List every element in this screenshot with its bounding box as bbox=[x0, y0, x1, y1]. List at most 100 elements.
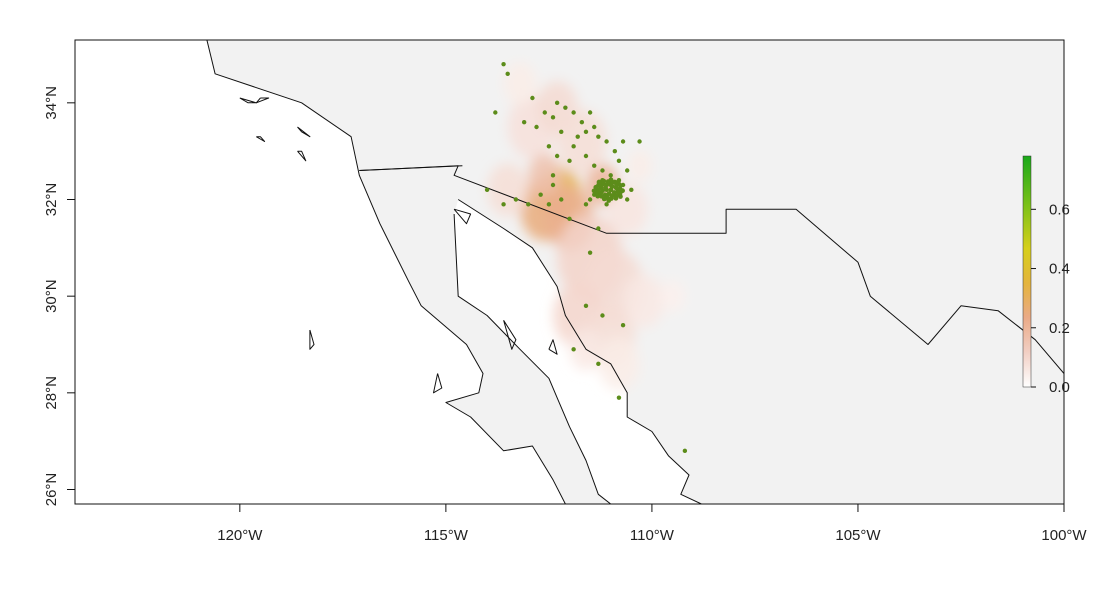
state-line bbox=[359, 165, 463, 171]
occurrence-point bbox=[587, 110, 593, 115]
occurrence-point bbox=[550, 182, 556, 188]
occurrence-point bbox=[554, 100, 560, 106]
occurrence-point bbox=[583, 129, 589, 135]
island-outline bbox=[309, 329, 315, 350]
occurrence-point bbox=[587, 250, 593, 255]
occurrence-point bbox=[624, 168, 630, 173]
plot-area bbox=[75, 40, 1064, 504]
plot-frame bbox=[74, 39, 1065, 505]
occurrence-point bbox=[616, 158, 622, 164]
legend-tick-label: 0.2 bbox=[1049, 320, 1070, 337]
occurrence-point bbox=[618, 194, 623, 199]
occurrence-point bbox=[526, 202, 531, 207]
occurrence-point bbox=[596, 226, 601, 231]
us-mexico-border bbox=[359, 165, 1064, 374]
coastline bbox=[453, 213, 612, 504]
occurrence-point bbox=[501, 61, 506, 67]
occurrence-point bbox=[616, 395, 622, 400]
legend-tick-label: 0.4 bbox=[1049, 261, 1070, 278]
island-outline bbox=[503, 320, 517, 350]
occurrence-point bbox=[620, 139, 626, 144]
occurrence-point bbox=[554, 153, 560, 159]
occurrence-point bbox=[601, 196, 607, 202]
x-axis: 120°W 115°W 110°W 105°W 100°W bbox=[217, 504, 1087, 544]
coastline bbox=[457, 199, 702, 504]
coastline-layer bbox=[206, 40, 1064, 504]
y-tick-label: 26°N bbox=[43, 473, 60, 507]
island-outline bbox=[255, 97, 270, 104]
occurrence-point bbox=[608, 177, 614, 183]
island-outline bbox=[256, 136, 266, 142]
occurrence-point bbox=[615, 179, 621, 185]
occurrence-point bbox=[550, 173, 556, 178]
occurrence-point bbox=[624, 197, 630, 202]
pacific-area bbox=[75, 40, 566, 504]
occurrence-point bbox=[592, 163, 597, 168]
occurrence-point bbox=[612, 179, 618, 185]
x-tick-label: 120°W bbox=[217, 527, 263, 544]
occurrence-point bbox=[571, 347, 576, 352]
occurrence-point bbox=[613, 195, 619, 201]
suitability-cell bbox=[623, 274, 665, 328]
occurrence-point bbox=[608, 173, 613, 178]
x-tick-label: 110°W bbox=[630, 527, 675, 544]
occurrence-point bbox=[583, 303, 589, 309]
occurrence-point bbox=[546, 202, 552, 207]
island-outline bbox=[433, 373, 443, 394]
occurrence-point bbox=[604, 139, 609, 144]
occurrence-point bbox=[563, 105, 568, 110]
occurrence-point bbox=[595, 193, 601, 199]
occurrence-point bbox=[612, 148, 618, 154]
island-outline bbox=[453, 208, 472, 225]
occurrence-point bbox=[513, 197, 519, 202]
occurrence-point bbox=[620, 188, 625, 194]
occurrence-points bbox=[484, 61, 688, 454]
occurrence-point bbox=[493, 110, 498, 115]
occurrence-point bbox=[620, 322, 626, 328]
y-axis: 26°N 28°N 30°N 32°N 34°N bbox=[43, 86, 75, 506]
legend-colorbar bbox=[1022, 155, 1032, 388]
island-outline bbox=[297, 150, 307, 162]
occurrence-point bbox=[583, 153, 589, 159]
occurrence-point bbox=[583, 202, 589, 207]
occurrence-point bbox=[538, 192, 543, 197]
occurrence-point bbox=[596, 134, 601, 139]
occurrence-point bbox=[571, 144, 576, 149]
occurrence-point bbox=[591, 188, 597, 194]
y-tick-label: 32°N bbox=[43, 183, 60, 217]
occurrence-point bbox=[587, 197, 593, 202]
occurrence-point bbox=[682, 448, 688, 454]
occurrence-point bbox=[546, 144, 552, 149]
occurrence-point bbox=[571, 110, 576, 115]
occurrence-point bbox=[637, 139, 642, 144]
occurrence-point bbox=[567, 216, 572, 222]
legend-tick-label: 0.6 bbox=[1049, 201, 1070, 218]
y-tick-label: 28°N bbox=[43, 376, 60, 410]
suitability-cell bbox=[503, 62, 537, 105]
island-outline bbox=[297, 126, 311, 138]
legend: 0.0 0.2 0.4 0.6 bbox=[1022, 155, 1070, 396]
suitability-cell bbox=[660, 280, 685, 313]
occurrence-point bbox=[530, 95, 535, 101]
island-outline bbox=[239, 97, 257, 104]
coastline bbox=[206, 40, 566, 504]
occurrence-point bbox=[629, 187, 634, 193]
suitability-cell bbox=[627, 149, 652, 182]
x-tick-label: 115°W bbox=[424, 527, 469, 544]
occurrence-point bbox=[606, 198, 612, 203]
occurrence-point bbox=[501, 202, 506, 207]
y-tick-label: 30°N bbox=[43, 279, 60, 313]
occurrence-point bbox=[534, 124, 539, 130]
x-tick-label: 100°W bbox=[1041, 527, 1087, 544]
occurrence-point bbox=[604, 202, 609, 207]
occurrence-point bbox=[484, 187, 490, 193]
occurrence-point bbox=[521, 119, 527, 125]
y-tick-label: 34°N bbox=[43, 86, 60, 120]
occurrence-point bbox=[550, 115, 556, 120]
occurrence-point bbox=[592, 124, 597, 130]
occurrence-point bbox=[596, 361, 601, 367]
occurrence-point bbox=[579, 119, 585, 125]
legend-ticks: 0.0 0.2 0.4 0.6 bbox=[1031, 201, 1070, 396]
occurrence-point bbox=[559, 197, 564, 202]
